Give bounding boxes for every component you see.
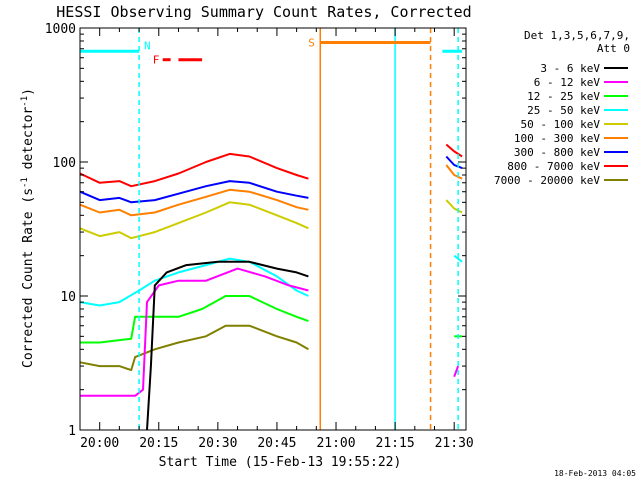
x-tick-label: 21:15 (376, 436, 415, 451)
plot-frame (79, 27, 467, 431)
y-tick-label: 100 (53, 156, 76, 171)
legend-label-50-100-kev: 50 - 100 keV (521, 118, 601, 131)
x-tick-label: 20:00 (80, 436, 119, 451)
x-axis: 20:00 20:15 20:30 20:45 21:00 21:15 21:30 (79, 28, 474, 451)
legend-header-line2: Att 0 (597, 42, 630, 55)
y-axis-label-end: ) (21, 88, 36, 96)
y-axis-label-main: Corrected Count Rate (s (21, 188, 36, 368)
x-axis-label: Start Time (15-Feb-13 19:55:22) (159, 455, 402, 470)
y-tick-label: 10 (60, 290, 76, 305)
legend-label-6-12-kev: 6 - 12 keV (534, 76, 601, 89)
legend-label-300-800-kev: 300 - 800 keV (514, 146, 600, 159)
y-tick-label: 1 (68, 424, 76, 439)
series-800-7000-kev-line (79, 152, 309, 188)
chart-title: HESSI Observing Summary Count Rates, Cor… (56, 3, 471, 21)
y-axis-label-mid: detector (21, 107, 36, 178)
legend-label-800-7000-kev: 800 - 7000 keV (507, 160, 600, 173)
series-6-12-kev-line (453, 365, 460, 378)
series-25-50-kev-line (453, 254, 463, 263)
x-tick-label: 20:30 (198, 436, 237, 451)
legend-label-7000-20000-kev: 7000 - 20000 keV (494, 174, 600, 187)
series-50-100-kev-line (79, 201, 309, 240)
series-300-800-kev-line (445, 155, 463, 170)
legend-label-3-6-kev: 3 - 6 keV (540, 62, 600, 75)
x-tick-label: 21:00 (316, 436, 355, 451)
y-axis: 1 10 100 1000 (45, 22, 466, 439)
x-tick-label: 20:15 (139, 436, 178, 451)
legend-label-25-50-kev: 25 - 50 keV (527, 104, 600, 117)
saa-label: S (308, 36, 315, 49)
series-100-300-kev-line (79, 188, 309, 217)
series-12-25-kev-line (80, 295, 309, 344)
y-tick-label: 1000 (45, 22, 76, 37)
y-axis-label-sup2: -1 (20, 96, 30, 107)
series-7000-20000-kev-line (79, 324, 309, 372)
series-100-300-kev-line (445, 164, 463, 180)
x-tick-label: 20:45 (257, 436, 296, 451)
series-50-100-kev-line (445, 199, 463, 214)
night-label: N (144, 39, 151, 52)
y-axis-label: Corrected Count Rate (s-1 detector-1) (20, 88, 36, 368)
x-tick-label: 21:30 (435, 436, 474, 451)
y-axis-label-sup1: -1 (20, 177, 30, 188)
flare-label: F (153, 54, 160, 67)
legend-label-100-300-kev: 100 - 300 keV (514, 132, 600, 145)
series-3-6-kev-line (146, 260, 309, 431)
plot-layer: F S N (79, 28, 463, 431)
legend-header-line1: Det 1,3,5,6,7,9, (524, 29, 630, 42)
legend-label-12-25-kev: 12 - 25 keV (527, 90, 600, 103)
series-6-12-kev-line (80, 267, 309, 397)
series-25-50-kev-line (79, 257, 309, 307)
series-300-800-kev-line (79, 180, 309, 204)
series-800-7000-kev-line (445, 143, 463, 158)
footer-timestamp: 18-Feb-2013 04:05 (554, 469, 636, 478)
